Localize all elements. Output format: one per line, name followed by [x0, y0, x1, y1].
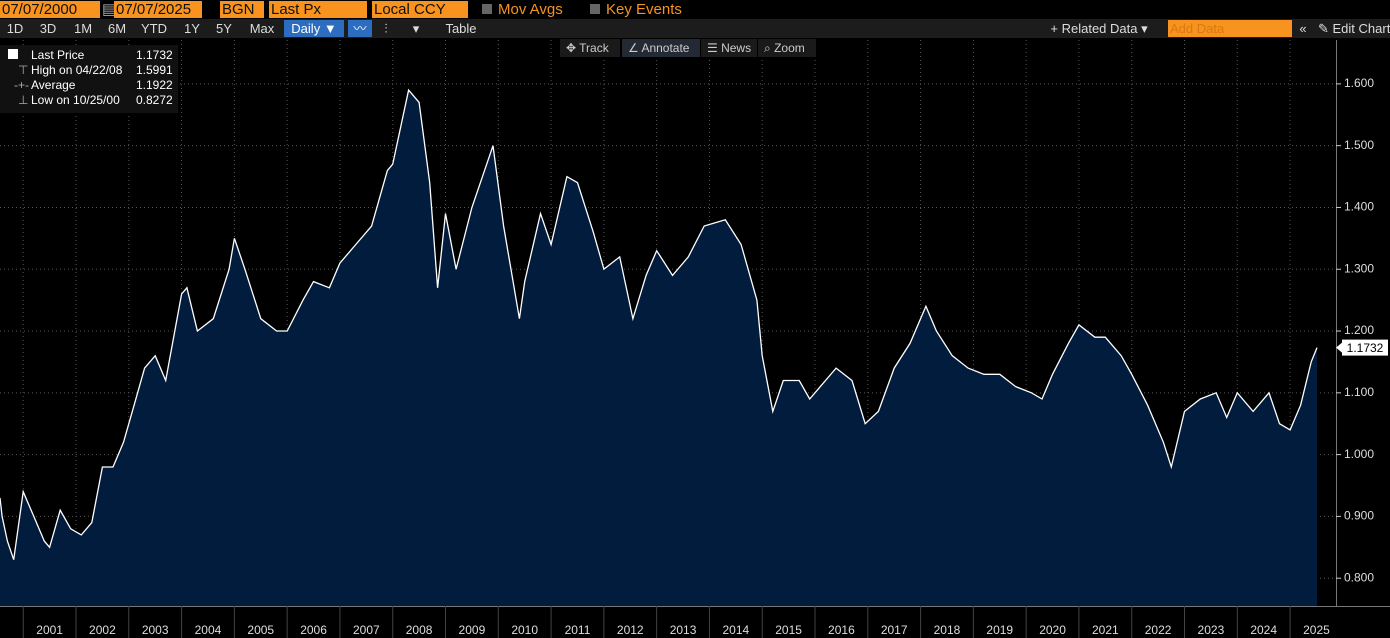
x-tick-label: 2024 — [1250, 623, 1277, 637]
legend-value: 1.1732 — [136, 48, 173, 62]
table-button[interactable]: Table — [445, 21, 477, 36]
frequency-label: Daily — [291, 21, 321, 36]
area-fill — [0, 90, 1317, 607]
chart-style[interactable]: 〰 — [348, 20, 372, 37]
top-toolbar: 07/07/2000 ▤ - 07/07/2025 BGN Last Px Lo… — [0, 0, 1390, 35]
period-button[interactable]: 1D — [6, 21, 24, 36]
legend-icon: ⊤ — [18, 63, 29, 77]
edit-label: Edit Chart — [1332, 21, 1390, 36]
legend-value: 0.8272 — [136, 93, 173, 107]
bar-style[interactable]: ⫶ — [384, 21, 388, 36]
x-tick-label: 2017 — [881, 623, 908, 637]
currency[interactable]: Local CCY — [372, 1, 468, 18]
tool-label: Annotate — [641, 41, 690, 55]
legend-swatch — [8, 49, 18, 59]
x-tick-label: 2002 — [89, 623, 116, 637]
x-tick-label: 2020 — [1039, 623, 1066, 637]
track-tool[interactable]: ✥ Track — [560, 39, 620, 57]
x-tick-label: 2021 — [1092, 623, 1119, 637]
legend-label: Last Price — [31, 48, 85, 62]
zoom-tool[interactable]: ⌕ Zoom — [758, 39, 816, 57]
y-tick-label: 1.400 — [1344, 200, 1374, 214]
related-data[interactable]: + Related Data ▾ — [1050, 21, 1148, 36]
x-tick-label: 2006 — [300, 623, 327, 637]
y-tick-label: 1.200 — [1344, 323, 1374, 337]
x-tick-label: 2015 — [775, 623, 802, 637]
x-tick-label: 2022 — [1145, 623, 1172, 637]
price-line — [0, 88, 1318, 560]
field[interactable]: Last Px — [269, 1, 367, 18]
legend-label: Low on 10/25/00 — [31, 93, 120, 107]
x-axis-band — [0, 606, 1390, 638]
related-label: Related Data — [1061, 21, 1138, 36]
frequency[interactable]: Daily ▼ — [284, 20, 344, 37]
separator: ▤ - — [102, 1, 117, 35]
collapse[interactable]: « — [1299, 21, 1307, 36]
legend-icon: -+- — [14, 78, 29, 92]
x-tick-label: 2014 — [722, 623, 749, 637]
y-tick-label: 1.600 — [1344, 76, 1374, 90]
period-button[interactable]: 3D — [39, 21, 57, 36]
news-tool[interactable]: ☰ News — [701, 39, 757, 57]
mov-avgs-label: Mov Avgs — [498, 1, 563, 18]
y-tick-label: 1.100 — [1344, 385, 1374, 399]
annotate-tool[interactable]: ∠ Annotate — [622, 39, 700, 57]
legend-label: High on 04/22/08 — [31, 63, 123, 77]
tool-label: Track — [579, 41, 609, 55]
x-tick-label: 2016 — [828, 623, 855, 637]
x-tick-label: 2012 — [617, 623, 644, 637]
key-events[interactable]: Key Events — [588, 1, 682, 18]
legend-icon: ⊥ — [18, 93, 29, 107]
source[interactable]: BGN — [220, 1, 264, 18]
mov-avgs[interactable]: Mov Avgs — [480, 1, 563, 18]
edit-chart[interactable]: ✎ Edit Chart — [1318, 21, 1390, 36]
x-tick-label: 2019 — [986, 623, 1013, 637]
start-date[interactable]: 07/07/2000 — [0, 1, 100, 18]
legend-value: 1.1922 — [136, 78, 173, 92]
x-tick-label: 2005 — [247, 623, 274, 637]
key-events-label: Key Events — [606, 1, 682, 18]
period-button[interactable]: 1M — [73, 21, 93, 36]
period-button[interactable]: YTD — [141, 21, 167, 36]
end-date[interactable]: 07/07/2025 — [114, 1, 202, 18]
x-tick-label: 2004 — [195, 623, 222, 637]
x-tick-label: 2009 — [459, 623, 486, 637]
y-tick-label: 1.500 — [1344, 138, 1374, 152]
dropdown[interactable]: ▾ — [412, 21, 420, 36]
x-tick-label: 2008 — [406, 623, 433, 637]
x-tick-label: 2007 — [353, 623, 380, 637]
add-data[interactable]: Add Data — [1168, 20, 1292, 37]
legend-label: Average — [31, 78, 76, 92]
period-button[interactable]: 1Y — [184, 21, 200, 36]
y-tick-label: 1.000 — [1344, 447, 1374, 461]
period-button[interactable]: 5Y — [216, 21, 232, 36]
tool-label: News — [721, 41, 752, 55]
x-tick-label: 2001 — [36, 623, 63, 637]
x-tick-label: 2018 — [934, 623, 961, 637]
last-price-label: 1.1732 — [1347, 341, 1384, 355]
legend-value: 1.5991 — [136, 63, 173, 77]
period-button[interactable]: 6M — [107, 21, 127, 36]
x-tick-label: 2023 — [1198, 623, 1225, 637]
period-button[interactable]: Max — [249, 21, 275, 36]
y-tick-label: 1.300 — [1344, 261, 1374, 275]
y-tick-label: 0.900 — [1344, 509, 1374, 523]
x-tick-label: 2011 — [565, 623, 591, 637]
last-price-arrow — [1336, 342, 1342, 353]
x-tick-label: 2003 — [142, 623, 169, 637]
x-tick-label: 2010 — [511, 623, 538, 637]
tool-label: Zoom — [774, 41, 805, 55]
x-tick-label: 2025 — [1303, 623, 1330, 637]
legend: Last Price 1.1732 ⊤ High on 04/22/08 1.5… — [0, 45, 178, 113]
second-toolbar: 1D 3D 1M 6M YTD 1Y 5Y Max Daily ▼ 〰 ⫶ ▾ … — [0, 19, 1390, 38]
last-price-box — [1342, 339, 1388, 356]
y-tick-label: 0.800 — [1344, 570, 1374, 584]
x-tick-label: 2013 — [670, 623, 697, 637]
